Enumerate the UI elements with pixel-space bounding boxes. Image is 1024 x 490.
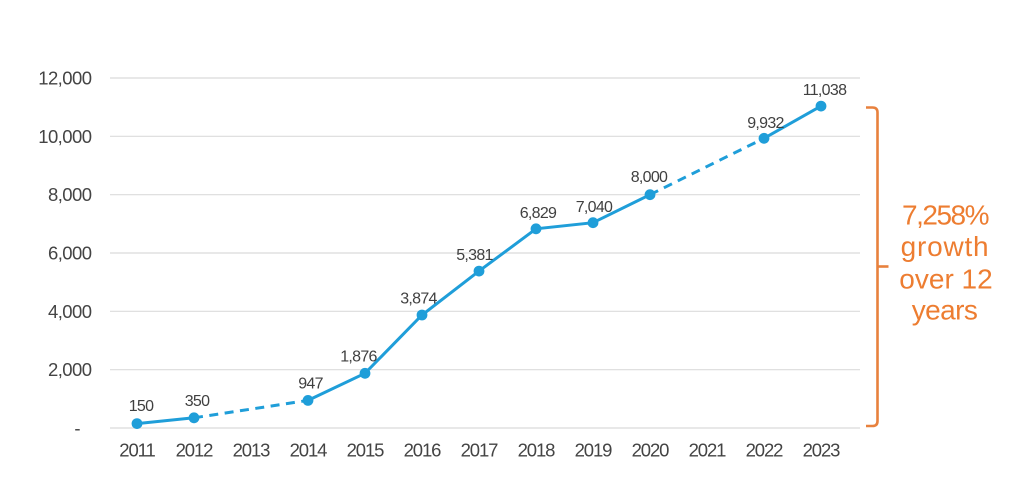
svg-text:2019: 2019	[575, 440, 613, 461]
svg-text:3,874: 3,874	[400, 291, 437, 308]
svg-text:8,000: 8,000	[48, 184, 92, 205]
svg-text:12,000: 12,000	[38, 68, 92, 89]
svg-text:150: 150	[129, 398, 154, 415]
svg-text:years: years	[912, 295, 977, 326]
svg-text:-: -	[74, 418, 80, 439]
svg-text:growth: growth	[901, 231, 990, 262]
svg-text:7,258%: 7,258%	[902, 200, 989, 231]
svg-text:2021: 2021	[689, 440, 727, 461]
svg-text:2013: 2013	[233, 440, 271, 461]
svg-text:11,038: 11,038	[803, 82, 847, 99]
svg-text:2,000: 2,000	[48, 359, 92, 380]
svg-text:6,000: 6,000	[48, 243, 92, 264]
svg-text:over 12: over 12	[899, 264, 992, 295]
svg-text:2016: 2016	[404, 440, 442, 461]
svg-text:2018: 2018	[518, 440, 556, 461]
svg-text:2020: 2020	[632, 440, 670, 461]
svg-text:2022: 2022	[746, 440, 784, 461]
svg-text:8,000: 8,000	[631, 169, 668, 186]
svg-text:7,040: 7,040	[576, 199, 613, 216]
svg-text:2012: 2012	[176, 440, 214, 461]
svg-text:2017: 2017	[461, 440, 499, 461]
svg-text:10,000: 10,000	[38, 126, 92, 147]
svg-text:2023: 2023	[803, 440, 841, 461]
svg-text:6,829: 6,829	[520, 205, 557, 222]
svg-text:9,932: 9,932	[747, 115, 784, 132]
svg-text:350: 350	[185, 393, 210, 410]
svg-text:2011: 2011	[119, 440, 155, 461]
svg-text:1,876: 1,876	[340, 349, 377, 366]
svg-text:2015: 2015	[347, 440, 385, 461]
svg-text:4,000: 4,000	[48, 301, 92, 322]
svg-text:5,381: 5,381	[456, 247, 493, 264]
svg-text:947: 947	[298, 375, 323, 392]
svg-text:2014: 2014	[290, 440, 328, 461]
